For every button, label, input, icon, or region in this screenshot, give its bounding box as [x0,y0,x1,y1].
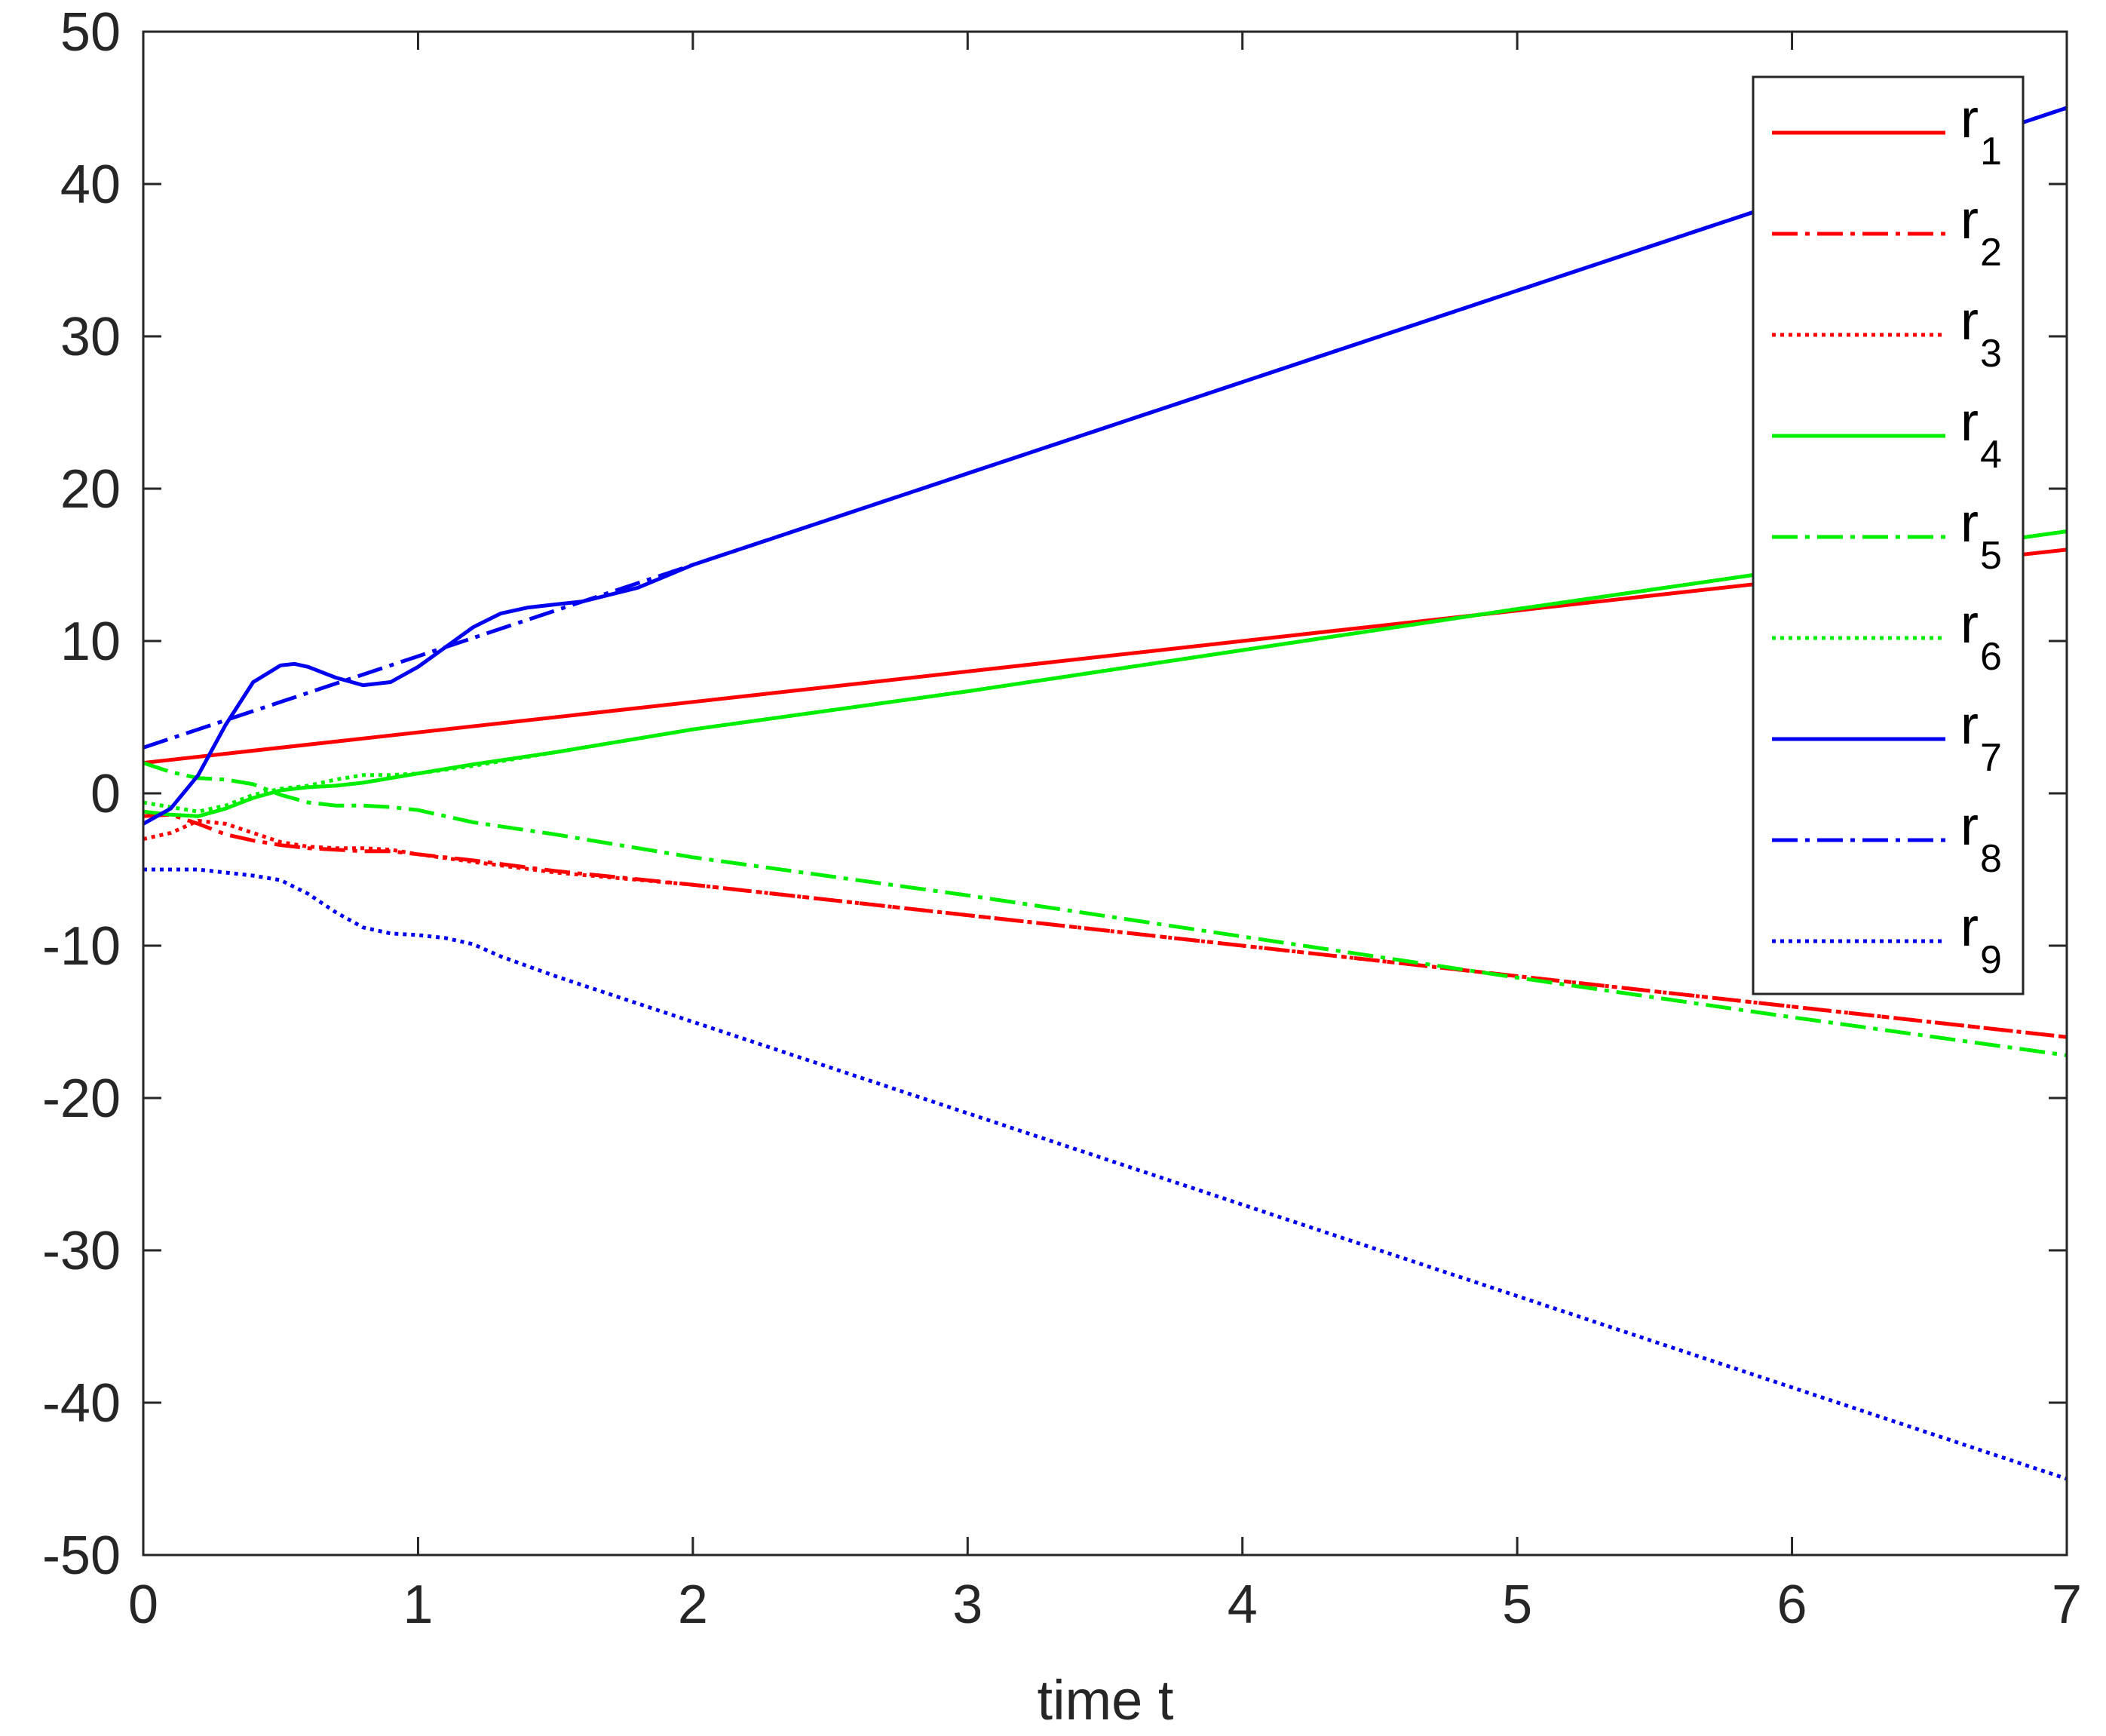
legend-label: r6 [1960,594,2002,679]
legend-item: r6 [1772,594,2002,679]
axes-layer: 0 1 2 3 4 5 6 7 -50 -40 -30 -20 -10 0 10 20 30 40 50 [42,2,2082,1635]
x-tick-label: 0 [128,1575,158,1635]
y-tick-label: -40 [42,1373,121,1434]
series-line-r6 [143,529,2067,814]
y-tick-label: 30 [60,307,121,367]
legend-item: r5 [1772,493,2002,578]
y-tick-label: -10 [42,916,121,977]
series-layer [143,106,2067,1481]
series-line-r4 [143,529,2067,818]
x-axis-label: time t [1038,1669,1174,1731]
x-tick-label: 1 [403,1575,433,1635]
plot-area [143,32,2067,1555]
legend-item: r3 [1772,291,2002,376]
y-tick-label: 40 [60,155,121,215]
legend-label: r5 [1960,493,2002,578]
legend-item: r1 [1772,89,2002,173]
series-line-r1 [143,547,2067,765]
legend-item: r7 [1772,695,2002,780]
series-line-r8 [143,106,2067,750]
legend-label: r9 [1960,897,2002,982]
legend-label: r4 [1960,392,2002,477]
series-line-r3 [143,818,2067,1039]
x-tick-label: 5 [1502,1575,1532,1635]
legend: r1 r2 r3 r4 r5 r6 r7 r8 r9 [1752,75,2025,995]
x-tick-label: 4 [1228,1575,1258,1635]
y-tick-label: 20 [60,459,121,520]
legend-item: r8 [1772,796,2002,881]
x-tick-label: 7 [2052,1575,2082,1635]
y-tick-label: 50 [60,2,121,63]
y-tick-label: -30 [42,1221,121,1281]
x-tick-label: 2 [678,1575,708,1635]
x-tick-label: 6 [1777,1575,1807,1635]
x-tick-label: 3 [952,1575,982,1635]
legend-label: r7 [1960,695,2002,780]
legend-item: r9 [1772,897,2002,982]
plot-area-box [143,32,2067,1555]
legend-label: r8 [1960,796,2002,881]
y-tick-label: -20 [42,1069,121,1129]
legend-item: r4 [1772,392,2002,477]
legend-item: r2 [1772,190,2002,275]
legend-label: r1 [1960,89,2002,173]
y-tick-label: 0 [90,764,121,824]
series-line-r9 [143,867,2067,1481]
legend-label: r3 [1960,291,2002,376]
legend-label: r2 [1960,190,2002,275]
y-tick-label: -50 [42,1526,121,1586]
y-tick-label: 10 [60,612,121,672]
